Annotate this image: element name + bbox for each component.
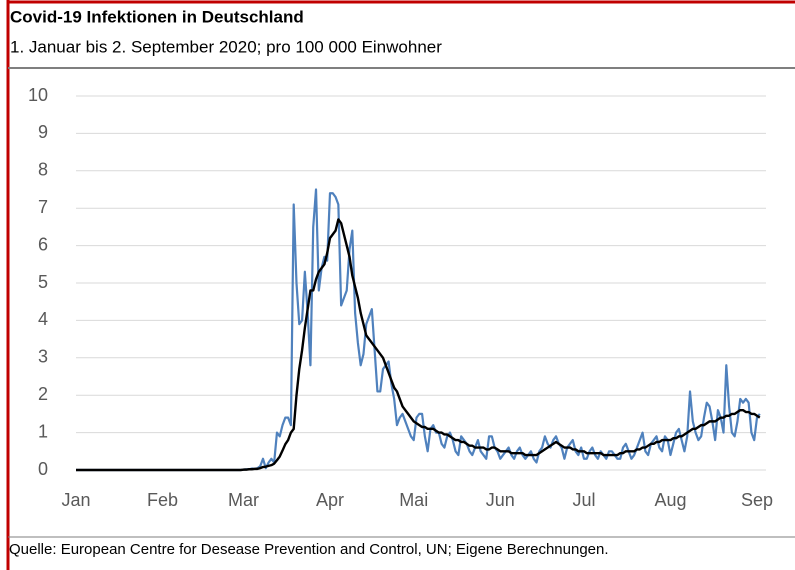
y-tick-label: 7	[38, 197, 48, 217]
x-tick-label: Jul	[572, 490, 595, 510]
x-tick-label: Mai	[399, 490, 428, 510]
x-tick-label: Apr	[316, 490, 344, 510]
x-tick-label: Sep	[741, 490, 773, 510]
y-tick-label: 0	[38, 459, 48, 479]
x-tick-label: Feb	[147, 490, 178, 510]
x-tick-label: Jan	[61, 490, 90, 510]
x-tick-label: Mar	[228, 490, 259, 510]
y-tick-label: 8	[38, 160, 48, 180]
y-tick-label: 2	[38, 384, 48, 404]
chart-title: Covid-19 Infektionen in Deutschland	[10, 7, 304, 26]
y-tick-label: 3	[38, 347, 48, 367]
y-tick-label: 10	[28, 85, 48, 105]
y-tick-label: 6	[38, 234, 48, 254]
x-tick-label: Aug	[654, 490, 686, 510]
chart-subtitle: 1. Januar bis 2. September 2020; pro 100…	[10, 37, 442, 56]
plot-area: 0 1 2 3 4 5 6 7 8 9 10 Jan Feb Mar Apr Mai Jun Jul Aug Sep	[28, 85, 773, 510]
y-tick-label: 5	[38, 272, 48, 292]
y-tick-label: 4	[38, 309, 48, 329]
source-note: Quelle: European Centre for Desease Prev…	[9, 541, 609, 558]
series-line	[76, 218, 761, 472]
y-tick-label: 1	[38, 421, 48, 441]
x-tick-label: Jun	[486, 490, 515, 510]
y-tick-label: 9	[38, 122, 48, 142]
series-line	[76, 188, 761, 472]
